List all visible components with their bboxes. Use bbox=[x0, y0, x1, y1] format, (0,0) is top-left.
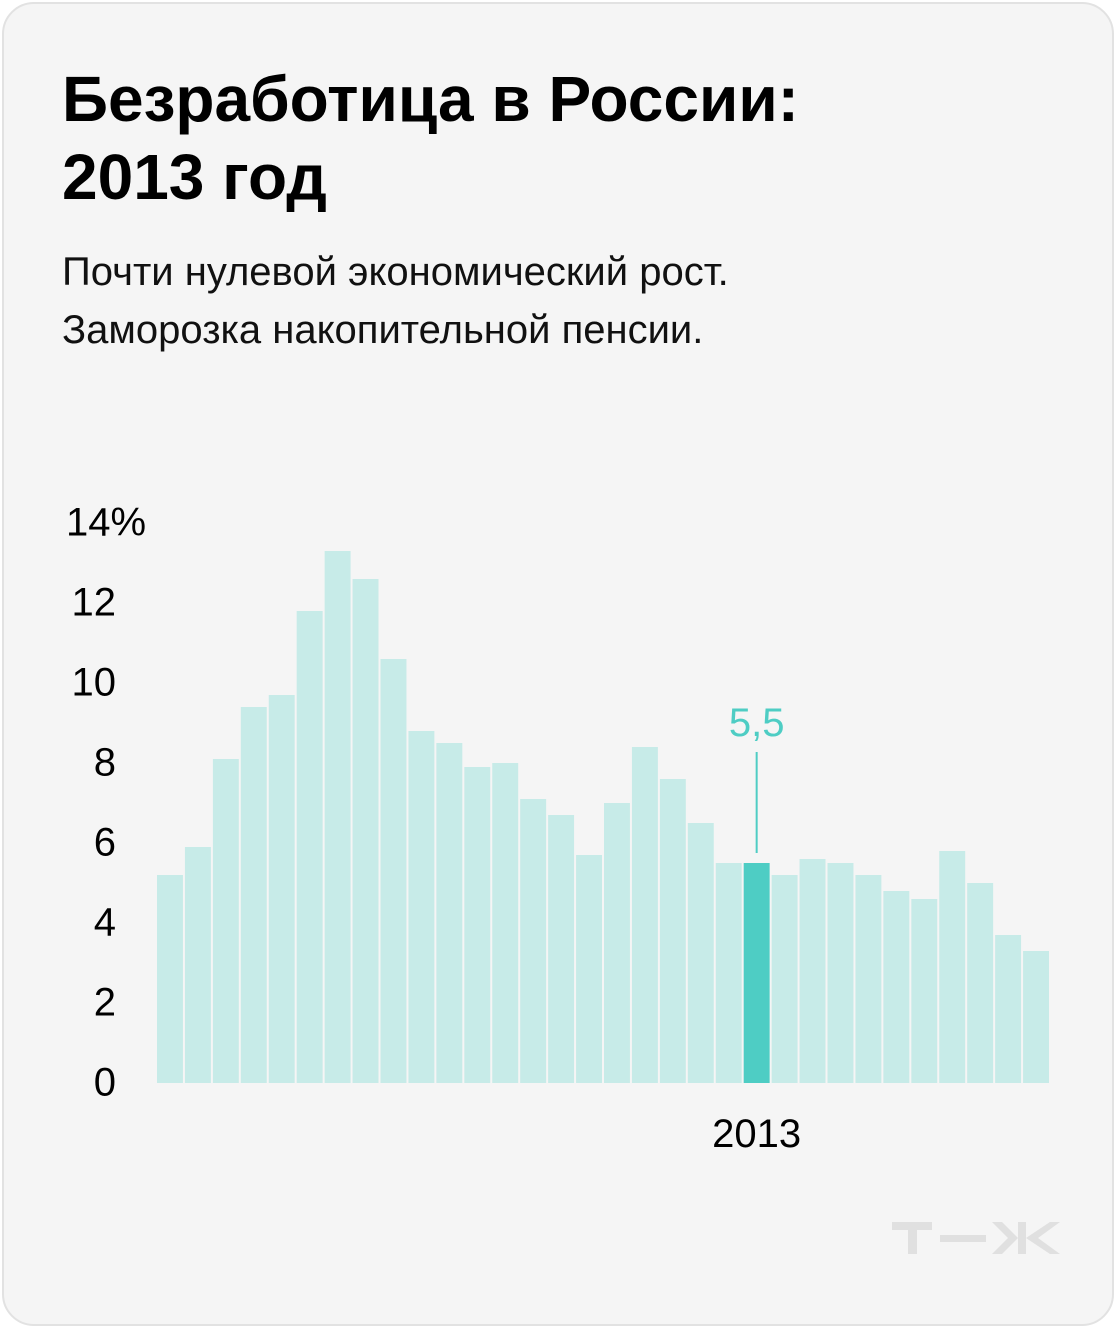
bar bbox=[855, 875, 882, 1083]
tzh-logo-icon bbox=[892, 1222, 1060, 1254]
bar bbox=[576, 855, 602, 1083]
y-tick-label: 0 bbox=[94, 1061, 116, 1105]
bar-highlighted bbox=[743, 863, 770, 1083]
bar bbox=[631, 747, 658, 1083]
chart-title-line-2: 2013 год bbox=[62, 141, 327, 213]
bar bbox=[799, 859, 826, 1083]
bar bbox=[296, 611, 323, 1083]
chart-title: Безработица в России: 2013 год bbox=[62, 60, 1062, 216]
bar bbox=[240, 707, 267, 1083]
bar bbox=[157, 875, 183, 1083]
bar bbox=[883, 891, 910, 1083]
y-tick-label: 10 bbox=[72, 661, 117, 705]
y-axis-ticks: 0 2 4 6 8 10 12 14% bbox=[66, 501, 146, 1105]
bar bbox=[995, 935, 1022, 1083]
y-tick-label: 6 bbox=[94, 821, 116, 865]
bar bbox=[604, 803, 630, 1083]
x-tick-label: 2013 bbox=[712, 1112, 801, 1156]
bar bbox=[352, 579, 379, 1083]
bar bbox=[520, 799, 547, 1083]
chart-subtitle: Почти нулевой экономический рост. Заморо… bbox=[62, 243, 1062, 359]
chart-subtitle-line-1: Почти нулевой экономический рост. bbox=[62, 250, 729, 294]
bar bbox=[1023, 951, 1049, 1083]
annotations: 5,5 2013 bbox=[712, 701, 801, 1156]
bar bbox=[380, 659, 407, 1083]
bar bbox=[548, 815, 575, 1083]
chart-title-line-1: Безработица в России: bbox=[62, 63, 799, 135]
bar bbox=[827, 863, 854, 1083]
y-tick-label: 8 bbox=[94, 741, 116, 785]
bar bbox=[939, 851, 966, 1083]
bar bbox=[492, 763, 519, 1083]
bars bbox=[157, 551, 1049, 1083]
bar bbox=[408, 731, 435, 1083]
bar bbox=[659, 779, 686, 1083]
bar bbox=[212, 759, 239, 1083]
bar bbox=[715, 863, 742, 1083]
bar bbox=[464, 767, 491, 1083]
bar bbox=[967, 883, 994, 1083]
bar bbox=[436, 743, 463, 1083]
y-tick-label: 2 bbox=[94, 981, 116, 1025]
bar bbox=[268, 695, 295, 1083]
highlight-value-label: 5,5 bbox=[729, 701, 785, 745]
y-tick-label: 4 bbox=[94, 901, 116, 945]
chart-subtitle-line-2: Заморозка накопительной пенсии. bbox=[62, 308, 704, 352]
y-tick-label: 14% bbox=[66, 501, 146, 545]
bar bbox=[687, 823, 714, 1083]
bar bbox=[911, 899, 938, 1083]
bar bbox=[324, 551, 351, 1083]
bar bbox=[184, 847, 211, 1083]
bar bbox=[771, 875, 798, 1083]
y-tick-label: 12 bbox=[72, 581, 117, 625]
